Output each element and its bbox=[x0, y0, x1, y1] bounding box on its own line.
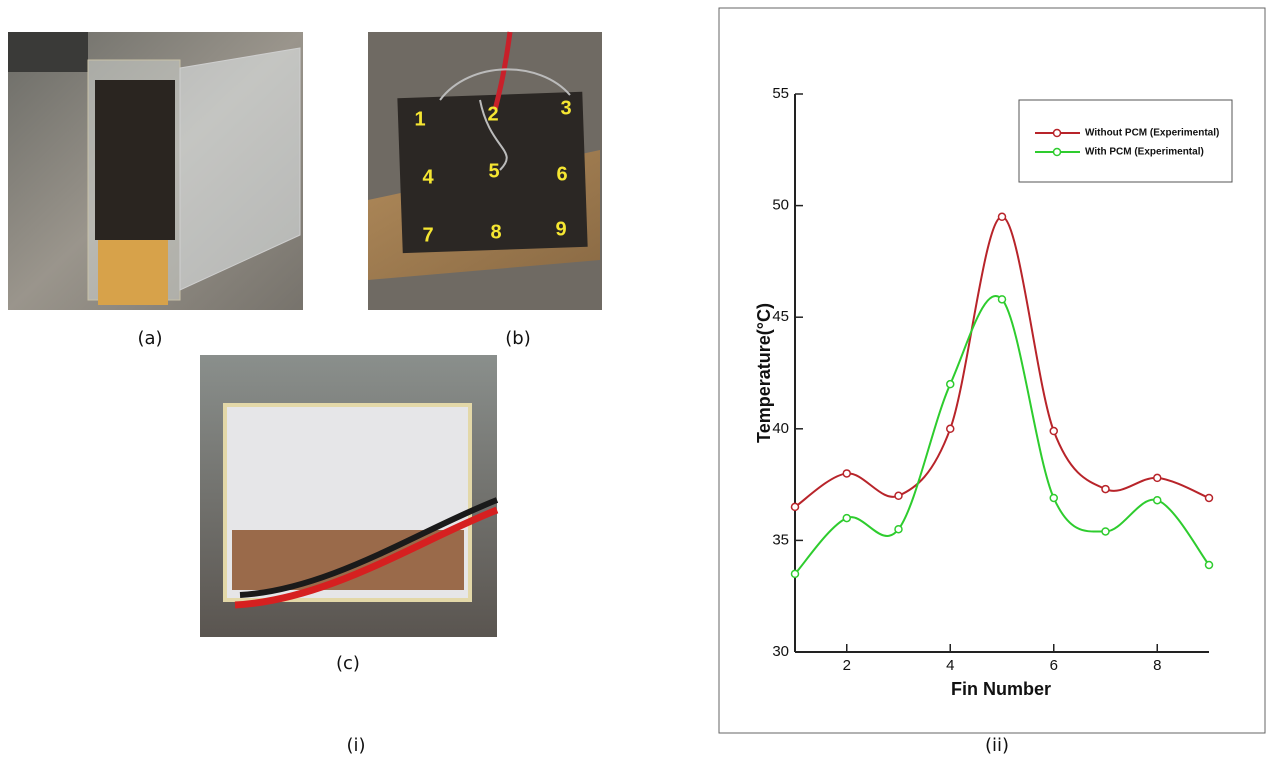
panel-label: (b) bbox=[505, 328, 530, 349]
x-tick-label: 8 bbox=[1153, 657, 1161, 674]
fin-number: 8 bbox=[490, 221, 501, 243]
data-point bbox=[843, 515, 850, 522]
y-tick-label: 50 bbox=[772, 197, 789, 214]
legend-label: Without PCM (Experimental) bbox=[1085, 128, 1219, 139]
fin-number: 4 bbox=[422, 166, 434, 188]
data-point bbox=[1206, 561, 1213, 568]
y-tick-label: 55 bbox=[772, 85, 789, 102]
panel-label: (c) bbox=[336, 653, 360, 674]
data-point bbox=[1050, 494, 1057, 501]
fin-number: 5 bbox=[488, 160, 499, 182]
panel-label: (a) bbox=[137, 328, 162, 349]
y-axis-title: Temperature(°C) bbox=[754, 303, 774, 443]
x-tick-label: 6 bbox=[1050, 657, 1058, 674]
fin-number: 3 bbox=[560, 97, 571, 119]
fin-number: 6 bbox=[556, 163, 567, 185]
data-point bbox=[947, 381, 954, 388]
fin-number: 1 bbox=[414, 108, 425, 130]
data-point bbox=[1154, 497, 1161, 504]
data-point bbox=[792, 503, 799, 510]
data-point bbox=[843, 470, 850, 477]
y-tick-label: 45 bbox=[772, 308, 789, 325]
data-point bbox=[999, 213, 1006, 220]
y-tick-label: 30 bbox=[772, 643, 789, 660]
legend-box bbox=[1019, 100, 1232, 182]
legend-marker bbox=[1054, 130, 1061, 137]
data-point bbox=[999, 296, 1006, 303]
photo-c bbox=[200, 355, 497, 637]
x-axis-title: Fin Number bbox=[951, 679, 1051, 699]
photo-a bbox=[8, 32, 303, 310]
data-point bbox=[1050, 428, 1057, 435]
data-point bbox=[895, 492, 902, 499]
panel-label: (ii) bbox=[985, 735, 1009, 756]
y-tick-label: 40 bbox=[772, 420, 789, 437]
legend-label: With PCM (Experimental) bbox=[1085, 147, 1204, 158]
x-tick-label: 4 bbox=[946, 657, 954, 674]
data-point bbox=[1102, 528, 1109, 535]
data-point bbox=[895, 526, 902, 533]
legend-marker bbox=[1054, 149, 1061, 156]
fin-number: 2 bbox=[487, 103, 498, 125]
data-point bbox=[1102, 486, 1109, 493]
data-point bbox=[1206, 494, 1213, 501]
data-point bbox=[1154, 474, 1161, 481]
figure: (a) (b) (c) (i) (ii) Temperature(°C) Fin… bbox=[0, 0, 1274, 763]
data-point bbox=[947, 425, 954, 432]
y-tick-label: 35 bbox=[772, 531, 789, 548]
fin-number: 9 bbox=[555, 218, 566, 240]
x-tick-label: 2 bbox=[843, 657, 851, 674]
data-point bbox=[792, 570, 799, 577]
panel-label: (i) bbox=[346, 735, 365, 756]
fin-number: 7 bbox=[422, 224, 433, 246]
